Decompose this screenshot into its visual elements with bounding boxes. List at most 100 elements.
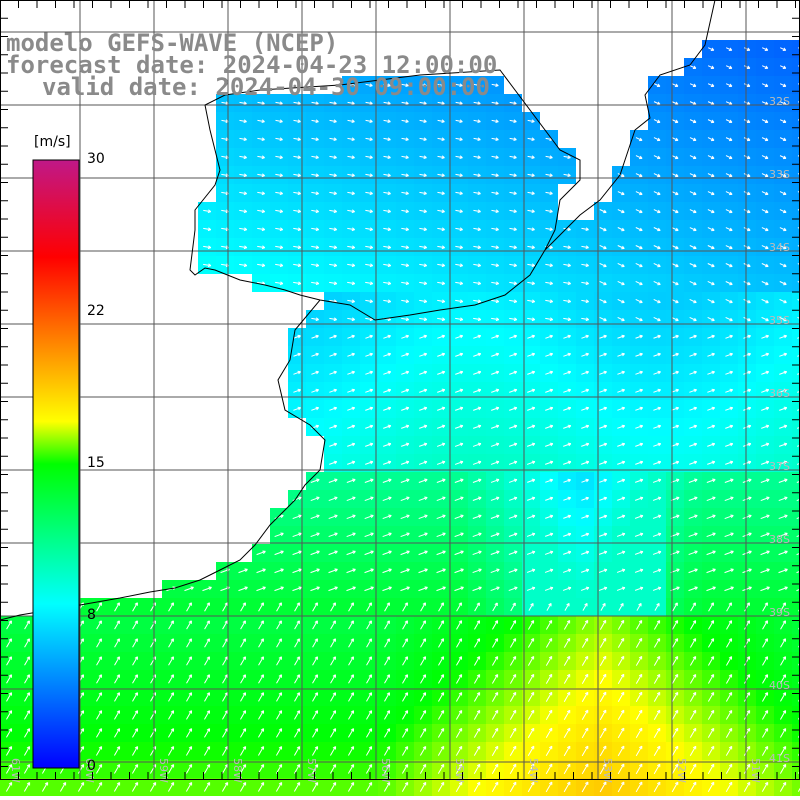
wind-arrow [743, 209, 751, 214]
wind-arrow [275, 281, 284, 286]
wind-arrow [725, 47, 733, 51]
wind-arrow [401, 173, 409, 178]
latitude-label: 41S [769, 752, 790, 765]
wind-arrow [797, 263, 800, 266]
wind-arrow [383, 209, 391, 214]
wind-arrow [401, 227, 409, 232]
wind-cell [792, 598, 800, 616]
wind-arrow [743, 263, 751, 268]
wind-arrow [689, 263, 697, 268]
wind-arrow [743, 227, 751, 232]
wind-arrow [725, 119, 733, 124]
wind-arrow [653, 155, 661, 160]
wind-arrow [563, 263, 571, 268]
wind-cell [792, 706, 800, 724]
wind-cell [792, 670, 800, 688]
wind-arrow [419, 137, 427, 142]
wind-arrow [257, 263, 266, 268]
wind-arrow [707, 388, 715, 393]
wind-cell [792, 184, 800, 202]
wind-arrow [311, 388, 319, 393]
wind-arrow [671, 299, 679, 304]
wind-arrow [725, 316, 733, 322]
wind-arrow [635, 227, 643, 232]
wind-arrow [293, 101, 301, 106]
wind-cell [792, 508, 800, 526]
wind-arrow [455, 352, 464, 357]
wind-arrow [527, 155, 535, 160]
wind-arrow [635, 316, 643, 322]
wind-arrow [275, 227, 284, 232]
wind-cell [792, 778, 800, 796]
wind-arrow [329, 424, 338, 429]
wind-cell [792, 130, 800, 148]
wind-cell [792, 40, 800, 58]
wind-arrow [761, 119, 769, 124]
wind-arrow [725, 155, 733, 160]
wind-arrow [599, 298, 607, 304]
wind-arrow [725, 209, 733, 214]
wind-cell [792, 400, 800, 418]
wind-arrow [527, 334, 536, 339]
wind-arrow [239, 137, 247, 142]
wind-arrow [797, 281, 800, 284]
wind-arrow [797, 191, 800, 194]
wind-arrow [419, 370, 428, 375]
wind-arrow [761, 209, 769, 214]
wind-arrow [617, 263, 625, 268]
valid-date: valid date: 2024-04-30 09:00:00 [42, 73, 490, 101]
wind-arrow [779, 388, 788, 393]
wind-arrow [707, 137, 715, 142]
wind-arrow [527, 370, 536, 375]
wind-arrow [491, 370, 500, 375]
wind-arrow [743, 316, 751, 322]
wind-arrow [419, 281, 428, 286]
wind-arrow [761, 245, 769, 250]
wind-arrow [509, 155, 517, 160]
wind-arrow [707, 281, 715, 286]
wind-arrow [401, 317, 410, 322]
wind-arrow [671, 334, 679, 339]
wind-arrow [437, 299, 446, 304]
wind-arrow [797, 372, 800, 375]
wind-arrow [455, 227, 463, 232]
wind-arrow [491, 101, 499, 106]
wind-arrow [455, 83, 463, 88]
wind-arrow [527, 137, 535, 142]
wind-arrow [689, 299, 697, 304]
wind-arrow [383, 370, 392, 375]
wind-arrow [437, 173, 445, 178]
wind-arrow [419, 263, 428, 268]
wind-arrow [707, 83, 715, 88]
wind-arrow [761, 334, 769, 339]
wind-arrow [599, 370, 607, 375]
wind-arrow [563, 281, 571, 286]
wind-arrow [653, 209, 661, 214]
wind-arrow [545, 191, 553, 196]
wind-arrow [671, 406, 679, 411]
wind-arrow [581, 317, 589, 322]
wind-arrow [707, 299, 715, 304]
wind-arrow [779, 406, 788, 411]
wind-arrow [545, 209, 553, 214]
wind-arrow [419, 424, 428, 429]
wind-arrow [725, 298, 733, 304]
wind-arrow [563, 406, 572, 411]
wind-arrow [545, 370, 554, 375]
wind-arrow [383, 281, 392, 286]
wind-arrow [365, 119, 373, 124]
wind-arrow [401, 209, 409, 214]
wind-arrow [545, 424, 554, 429]
wind-arrow [779, 101, 787, 106]
wind-arrow [347, 388, 356, 393]
wind-arrow [311, 406, 320, 411]
wind-arrow [743, 298, 751, 304]
wind-arrow [707, 173, 715, 178]
wind-arrow [455, 119, 463, 124]
wind-arrow [365, 424, 374, 429]
wind-arrow [311, 101, 319, 106]
wind-arrow [509, 173, 517, 178]
wind-cell [792, 436, 800, 454]
wind-arrow [725, 388, 734, 393]
wind-arrow [725, 191, 733, 196]
